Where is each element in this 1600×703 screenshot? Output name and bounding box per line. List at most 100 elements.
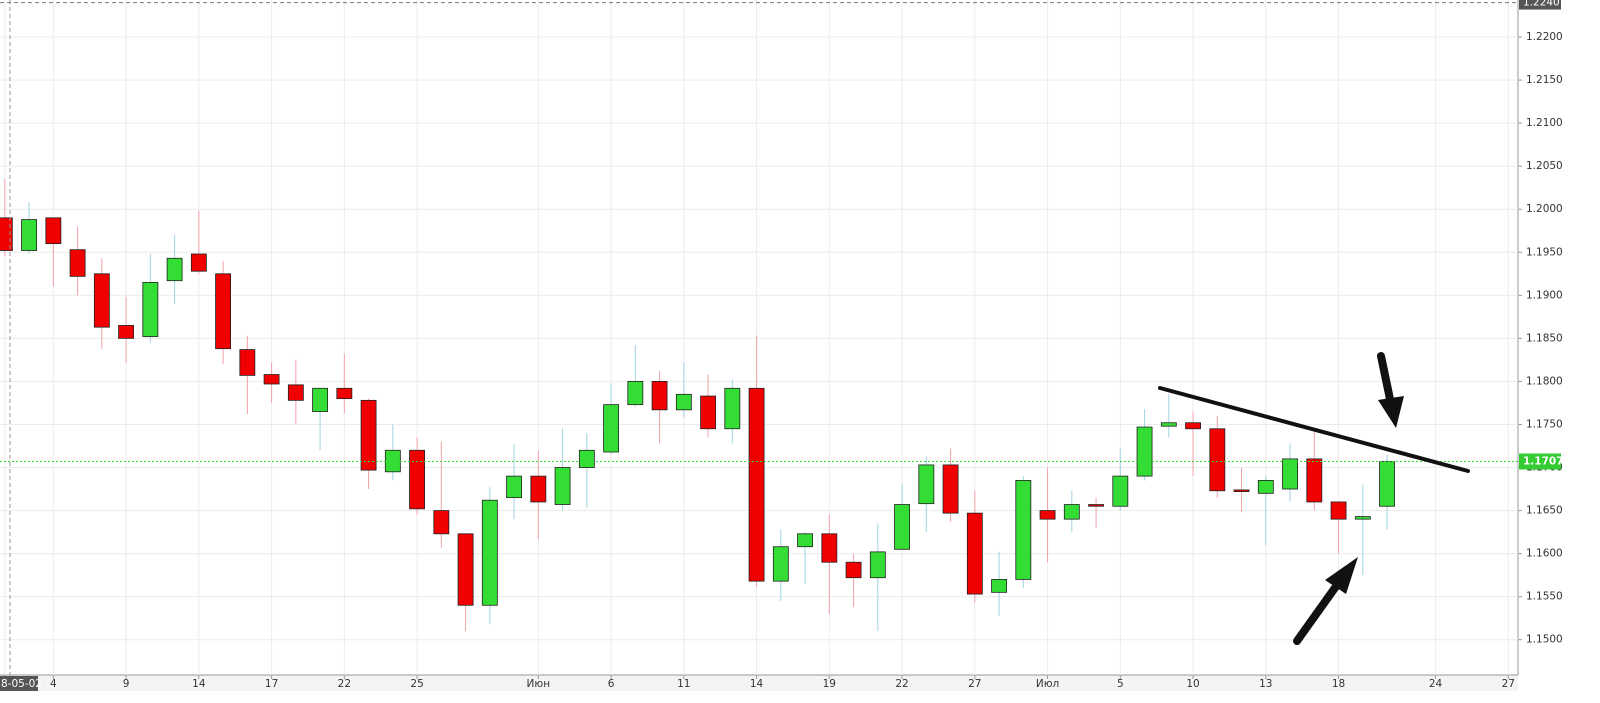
candle-body (700, 395, 716, 430)
top-marker-box (1519, 0, 1561, 10)
candle-body (554, 467, 571, 505)
y-tick-label: 1.2150 (1526, 74, 1563, 86)
candle-body (239, 349, 256, 376)
candle-body (578, 449, 595, 468)
candle-body (1015, 480, 1032, 580)
candle-body (1185, 422, 1201, 430)
candle-body (45, 217, 62, 245)
candle-body (724, 387, 741, 430)
annotations (1158, 352, 1470, 645)
y-tick-label: 1.1900 (1526, 289, 1563, 301)
candle-body (1136, 426, 1153, 477)
x-tick-label: 24 (1429, 678, 1443, 690)
x-tick-label: Июн (527, 678, 551, 690)
x-tick-label: 27 (1502, 678, 1515, 690)
candle-body (21, 219, 38, 251)
candle-body (433, 510, 450, 535)
candle-body (627, 381, 644, 406)
trend-line (1158, 386, 1470, 473)
y-tick-label: 1.2200 (1526, 31, 1563, 43)
y-tick-label: 1.1550 (1526, 591, 1563, 603)
last-price-box (1519, 453, 1561, 470)
arrow-shaft (1293, 581, 1341, 645)
y-tick-label: 1.1750 (1526, 418, 1563, 430)
candle-body (1088, 504, 1104, 507)
candle-body (190, 253, 207, 272)
candle-body (1306, 458, 1323, 503)
y-tick-label: 1.2050 (1526, 160, 1563, 172)
candle-body (287, 384, 304, 401)
candle-body (1112, 475, 1129, 507)
candle-body (748, 387, 765, 582)
candle-body (69, 249, 86, 277)
arrow-shaft (1377, 352, 1395, 408)
candles (0, 179, 1395, 632)
x-tick-label: 25 (410, 678, 423, 690)
y-tick-label: 1.2000 (1526, 203, 1563, 215)
candle-body (651, 381, 668, 411)
candle-body (675, 393, 692, 411)
x-tick-label: 6 (608, 678, 615, 690)
candle-body (0, 217, 13, 251)
candle-body (966, 512, 983, 595)
x-tick-label: 11 (677, 678, 690, 690)
y-tick-label: 1.1800 (1526, 375, 1563, 387)
x-tick-label: 14 (192, 678, 206, 690)
candle-body (1330, 501, 1347, 520)
candle-body (360, 399, 377, 471)
candle-body (918, 464, 935, 505)
candle-body (1379, 461, 1395, 507)
candle-body (797, 533, 813, 548)
candle-body (1233, 489, 1250, 493)
candle-body (1063, 504, 1080, 520)
y-tick-label: 1.1600 (1526, 548, 1563, 560)
candle-body (336, 387, 353, 400)
candle-body (1160, 422, 1177, 427)
y-tick-label: 1.1500 (1526, 634, 1563, 646)
candle-body (821, 533, 838, 563)
overlays: 1.2240 1.1707 (0, 0, 1564, 675)
x-tick-label: 4 (50, 678, 57, 690)
candle-body (772, 546, 789, 582)
candle-body (1282, 458, 1298, 490)
x-tick-label: 9 (123, 678, 130, 690)
x-tick-label: 17 (265, 678, 278, 690)
candle-body (530, 475, 547, 503)
x-tick-label: 19 (823, 678, 836, 690)
x-tick-label: 18 (1332, 678, 1345, 690)
candle-body (942, 464, 959, 514)
arrow-head (1325, 557, 1358, 594)
candle-body (93, 273, 110, 328)
candle-body (506, 475, 523, 499)
candle-body (1257, 480, 1274, 494)
x-tick-label: 10 (1186, 678, 1199, 690)
x-tick-label: Июл (1036, 678, 1059, 690)
candle-body (263, 374, 280, 385)
x-axis-band (0, 675, 1518, 691)
candle-body (1209, 428, 1226, 492)
y-tick-label: 1.1650 (1526, 505, 1563, 517)
candle-body (869, 551, 886, 579)
x-tick-label: 13 (1259, 678, 1272, 690)
x-tick-label: 27 (968, 678, 981, 690)
candle-body (312, 387, 329, 412)
candle-body (457, 533, 474, 606)
candle-body (1354, 516, 1371, 520)
x-tick-label: 22 (338, 678, 351, 690)
candle-body (845, 561, 862, 579)
last-price-label: 1.1707 (1523, 455, 1564, 467)
candle-body (142, 281, 159, 338)
candle-body (894, 504, 910, 550)
candle-body (166, 257, 183, 282)
x-tick-label: 5 (1117, 678, 1124, 690)
y-tick-label: 1.2100 (1526, 117, 1563, 129)
candle-body (1039, 510, 1056, 520)
x-tick-label: 14 (750, 678, 764, 690)
arrow-head (1378, 396, 1404, 428)
y-tick-label: 1.1950 (1526, 246, 1563, 258)
candle-body (118, 325, 135, 339)
candle-body (991, 579, 1007, 593)
candle-body (603, 404, 619, 453)
candle-body (409, 449, 426, 510)
